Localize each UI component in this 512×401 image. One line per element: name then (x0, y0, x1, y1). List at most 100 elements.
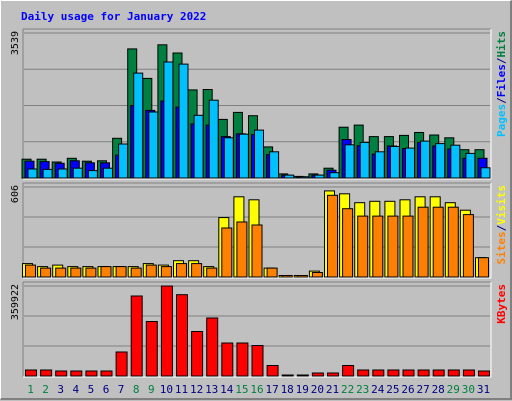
bar-pages-day-23 (359, 141, 370, 179)
bar-kbytes-day-20 (311, 372, 324, 377)
bar-sites-day-16 (251, 224, 263, 278)
bar-kbytes-day-8 (130, 295, 143, 377)
y-max-label: 359922 (10, 284, 21, 320)
day-label: 27 (416, 383, 429, 396)
legend-item: Pages (495, 104, 508, 137)
bar-pages-day-31 (480, 167, 491, 179)
bar-sites-day-27 (417, 206, 429, 278)
bar-pages-day-18 (284, 174, 295, 179)
day-label: 20 (311, 383, 324, 396)
bar-sites-day-13 (206, 267, 218, 278)
bar-kbytes-day-10 (160, 285, 173, 377)
bar-kbytes-day-19 (296, 374, 309, 377)
bar-sites-day-28 (432, 206, 444, 278)
bar-kbytes-day-13 (206, 317, 219, 377)
day-label: 30 (462, 383, 475, 396)
bar-pages-day-28 (435, 143, 446, 179)
bar-sites-day-1 (25, 264, 36, 278)
bar-kbytes-day-24 (372, 369, 385, 377)
bar-sites-day-29 (447, 206, 459, 278)
bar-sites-day-17 (266, 267, 278, 278)
bar-kbytes-day-7 (115, 351, 128, 377)
bar-kbytes-day-16 (251, 345, 264, 377)
bar-kbytes-day-1 (25, 369, 37, 377)
bar-sites-day-21 (327, 194, 338, 278)
day-label: 9 (148, 383, 155, 396)
y-max-label: 3539 (10, 31, 21, 55)
panel-kbytes: 359922 KBytes (10, 281, 508, 378)
bar-pages-day-25 (389, 146, 400, 179)
bar-sites-day-2 (40, 267, 52, 278)
bar-pages-day-11 (178, 63, 189, 179)
bar-pages-day-3 (57, 168, 68, 179)
legend-visits-sites: Sites/Visits (495, 185, 508, 265)
bar-sites-day-25 (387, 215, 399, 278)
day-label: 11 (175, 383, 188, 396)
panel-visits-sites: 606 Sites/Visits (10, 182, 508, 279)
legend-item: Hits (495, 31, 508, 58)
day-label: 24 (371, 383, 385, 396)
bar-kbytes-day-29 (447, 369, 460, 377)
legend-item: / (495, 57, 508, 64)
bar-kbytes-day-31 (478, 370, 490, 377)
bar-sites-day-9 (145, 264, 157, 278)
bar-kbytes-day-26 (402, 369, 415, 377)
bar-pages-day-1 (27, 168, 38, 179)
day-label: 31 (477, 383, 490, 396)
bar-kbytes-day-25 (387, 369, 400, 377)
bar-kbytes-day-28 (432, 369, 445, 377)
day-label: 4 (72, 383, 79, 396)
bar-pages-day-17 (269, 151, 280, 179)
bar-pages-day-9 (148, 111, 159, 179)
bar-kbytes-day-3 (55, 370, 68, 377)
bar-pages-day-13 (208, 99, 219, 179)
day-label: 1 (27, 383, 34, 396)
bar-sites-day-6 (100, 266, 112, 278)
legend-kbytes: KBytes (495, 284, 508, 324)
bar-sites-day-12 (191, 263, 203, 278)
bar-kbytes-day-9 (145, 321, 158, 377)
bar-pages-day-27 (420, 140, 431, 179)
bar-pages-day-24 (374, 151, 385, 179)
day-label: 5 (88, 383, 95, 396)
legend-item: / (495, 97, 508, 104)
bar-kbytes-day-2 (40, 369, 53, 377)
day-label: 23 (356, 383, 369, 396)
day-label: 12 (190, 383, 203, 396)
day-label: 13 (205, 383, 218, 396)
bar-sites-day-19 (296, 275, 308, 278)
bar-sites-day-3 (55, 267, 67, 278)
series-sites (25, 194, 489, 278)
bar-pages-day-2 (42, 168, 53, 179)
bar-sites-day-18 (281, 275, 293, 278)
day-label: 17 (265, 383, 278, 396)
bar-pages-day-14 (223, 137, 234, 179)
bar-kbytes-day-12 (191, 331, 204, 377)
day-label: 22 (341, 383, 354, 396)
legend-hits-files-pages: Pages/Files/Hits (495, 31, 508, 137)
bar-kbytes-day-17 (266, 365, 279, 377)
bar-pages-day-19 (299, 176, 310, 179)
bar-sites-day-10 (160, 266, 172, 278)
day-label: 29 (447, 383, 460, 396)
bar-pages-day-15 (238, 133, 249, 179)
day-label: 16 (250, 383, 263, 396)
bar-kbytes-day-18 (281, 374, 294, 377)
bar-sites-day-20 (311, 272, 323, 278)
bar-sites-day-15 (236, 221, 248, 278)
day-label: 19 (296, 383, 309, 396)
legend-item: KBytes (495, 284, 508, 324)
day-label: 8 (133, 383, 140, 396)
bar-pages-day-8 (133, 72, 144, 179)
legend-item: Files (495, 64, 508, 97)
day-label: 25 (386, 383, 399, 396)
bar-sites-day-31 (478, 257, 489, 278)
day-label: 18 (281, 383, 294, 396)
bar-kbytes-day-14 (221, 342, 234, 377)
bar-pages-day-10 (163, 61, 174, 179)
day-label: 15 (235, 383, 248, 396)
day-label: 28 (432, 383, 445, 396)
bar-kbytes-day-11 (176, 294, 188, 377)
